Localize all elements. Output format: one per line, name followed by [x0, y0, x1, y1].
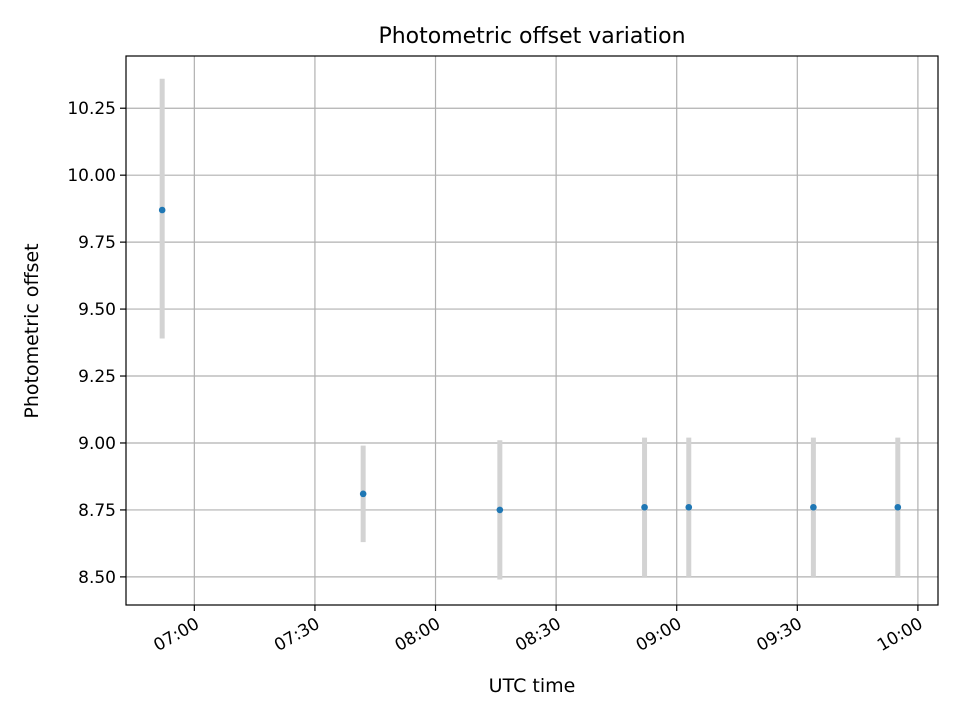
y-tick-label: 8.75: [78, 501, 116, 521]
data-point: [685, 503, 693, 511]
y-tick-label: 10.00: [67, 166, 116, 186]
plot-frame: [125, 55, 939, 606]
y-tick-label: 9.25: [78, 367, 116, 387]
x-axis-label: UTC time: [489, 675, 576, 697]
data-point: [641, 503, 648, 511]
y-tick-label: 8.50: [78, 568, 116, 588]
y-tick-label: 10.25: [67, 99, 116, 119]
y-tick-label: 9.50: [78, 300, 116, 320]
data-point: [894, 503, 902, 511]
data-point: [158, 206, 166, 214]
y-tick-label: 9.00: [78, 434, 116, 454]
chart-title: Photometric offset variation: [378, 24, 685, 49]
data-points: [158, 206, 902, 514]
data-point: [496, 506, 504, 514]
y-axis-label: Photometric offset: [21, 243, 43, 418]
data-point: [810, 503, 817, 511]
y-tick-label: 9.75: [78, 233, 116, 253]
data-point: [359, 490, 367, 498]
grid: [126, 56, 938, 605]
y-axis: 8.50 8.75 9.00 9.25 9.50 9.75 10.00 10.25: [67, 99, 126, 588]
